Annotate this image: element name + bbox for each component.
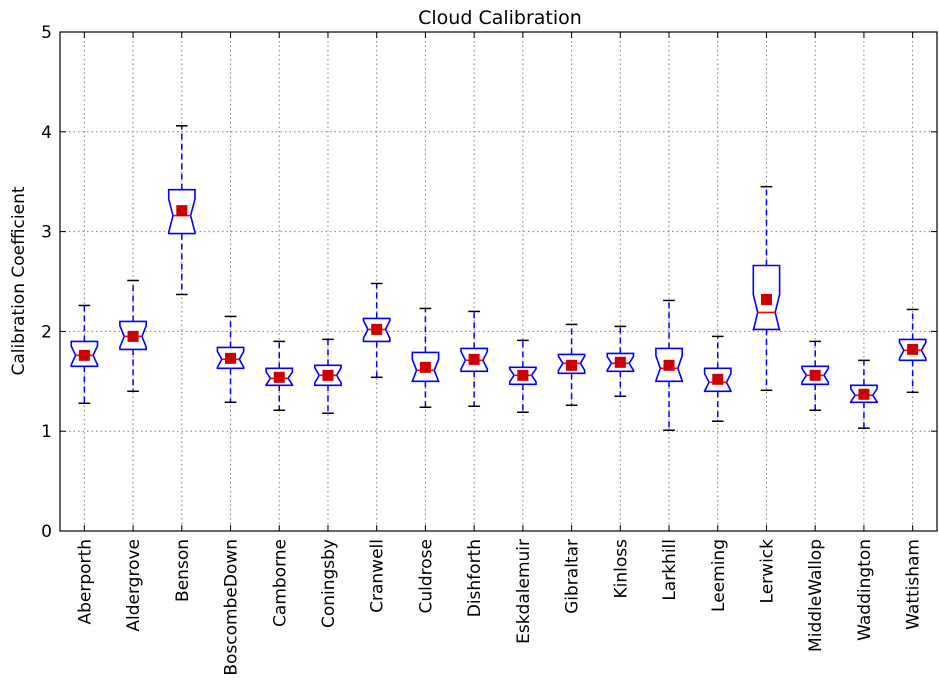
- mean-marker: [663, 359, 675, 371]
- x-tick-label: Camborne: [270, 539, 290, 627]
- mean-marker: [273, 371, 285, 383]
- box-Eskdalemuir: [508, 339, 537, 413]
- box-Aberporth: [70, 304, 99, 405]
- mean-marker: [176, 205, 188, 217]
- mean-marker: [712, 373, 724, 385]
- x-tick-label: Waddington: [855, 539, 875, 641]
- y-tick-label: 1: [41, 422, 52, 442]
- mean-marker: [760, 293, 772, 305]
- mean-marker: [371, 323, 383, 335]
- x-tick-label: Cranwell: [368, 539, 388, 613]
- box-Kinloss: [606, 325, 635, 398]
- mean-marker: [614, 356, 626, 368]
- x-tick-label: Kinloss: [611, 539, 631, 599]
- box-Coningsby: [313, 338, 342, 414]
- box-BoscombeDown: [216, 315, 245, 404]
- y-tick-label: 5: [41, 23, 52, 43]
- x-tick-label: Aldergrove: [124, 539, 144, 632]
- mean-marker: [517, 369, 529, 381]
- box-Larkhill: [655, 299, 684, 431]
- mean-marker: [419, 361, 431, 373]
- box-Gibraltar: [557, 323, 586, 407]
- y-tick-label: 0: [41, 522, 52, 542]
- box-Camborne: [265, 340, 294, 411]
- box-Lerwick: [752, 185, 781, 392]
- box-MiddleWallop: [801, 340, 830, 411]
- box-Aldergrove: [119, 279, 147, 393]
- box-Dishforth: [460, 310, 489, 407]
- x-tick-label: Wattisham: [904, 539, 924, 630]
- chart-title: Cloud Calibration: [418, 7, 582, 29]
- mean-marker: [858, 388, 870, 400]
- mean-marker: [322, 369, 334, 381]
- y-axis-label: Calibration Coefficient: [9, 186, 29, 375]
- plot-area-frame: [59, 31, 938, 532]
- mean-marker: [566, 359, 578, 371]
- box-Wattisham: [898, 308, 927, 394]
- x-tick-label: Benson: [173, 539, 193, 602]
- axis-ticks: 0 1 2 3 4 5 Aberporth Aldergrove Benson BoscombeD…: [41, 23, 937, 676]
- boxes-layer: [70, 125, 927, 431]
- mean-marker: [78, 349, 90, 361]
- grid-lines: [60, 32, 937, 531]
- mean-marker: [127, 330, 139, 342]
- x-tick-label: Coningsby: [319, 539, 339, 628]
- x-tick-label: Leeming: [709, 539, 729, 612]
- mean-marker: [809, 369, 821, 381]
- box-Culdrose: [411, 307, 440, 408]
- box-Benson: [167, 125, 196, 296]
- y-tick-label: 2: [41, 322, 52, 342]
- mean-marker: [225, 352, 237, 364]
- mean-marker: [907, 343, 919, 355]
- x-tick-label: Lerwick: [757, 539, 777, 604]
- x-tick-label: Dishforth: [465, 539, 485, 617]
- x-tick-label: MiddleWallop: [806, 539, 826, 652]
- x-tick-label: Larkhill: [660, 539, 680, 601]
- box-Cranwell: [362, 282, 391, 379]
- x-tick-label: Aberporth: [75, 539, 95, 625]
- box-Waddington: [849, 359, 878, 429]
- mean-marker: [468, 353, 480, 365]
- box-Leeming: [703, 335, 732, 422]
- x-tick-label: Culdrose: [416, 539, 436, 614]
- x-tick-label: BoscombeDown: [222, 539, 242, 676]
- y-tick-label: 3: [41, 223, 52, 243]
- x-tick-label: Eskdalemuir: [514, 539, 534, 644]
- x-tick-label: Gibraltar: [563, 539, 583, 614]
- y-tick-label: 4: [41, 123, 52, 143]
